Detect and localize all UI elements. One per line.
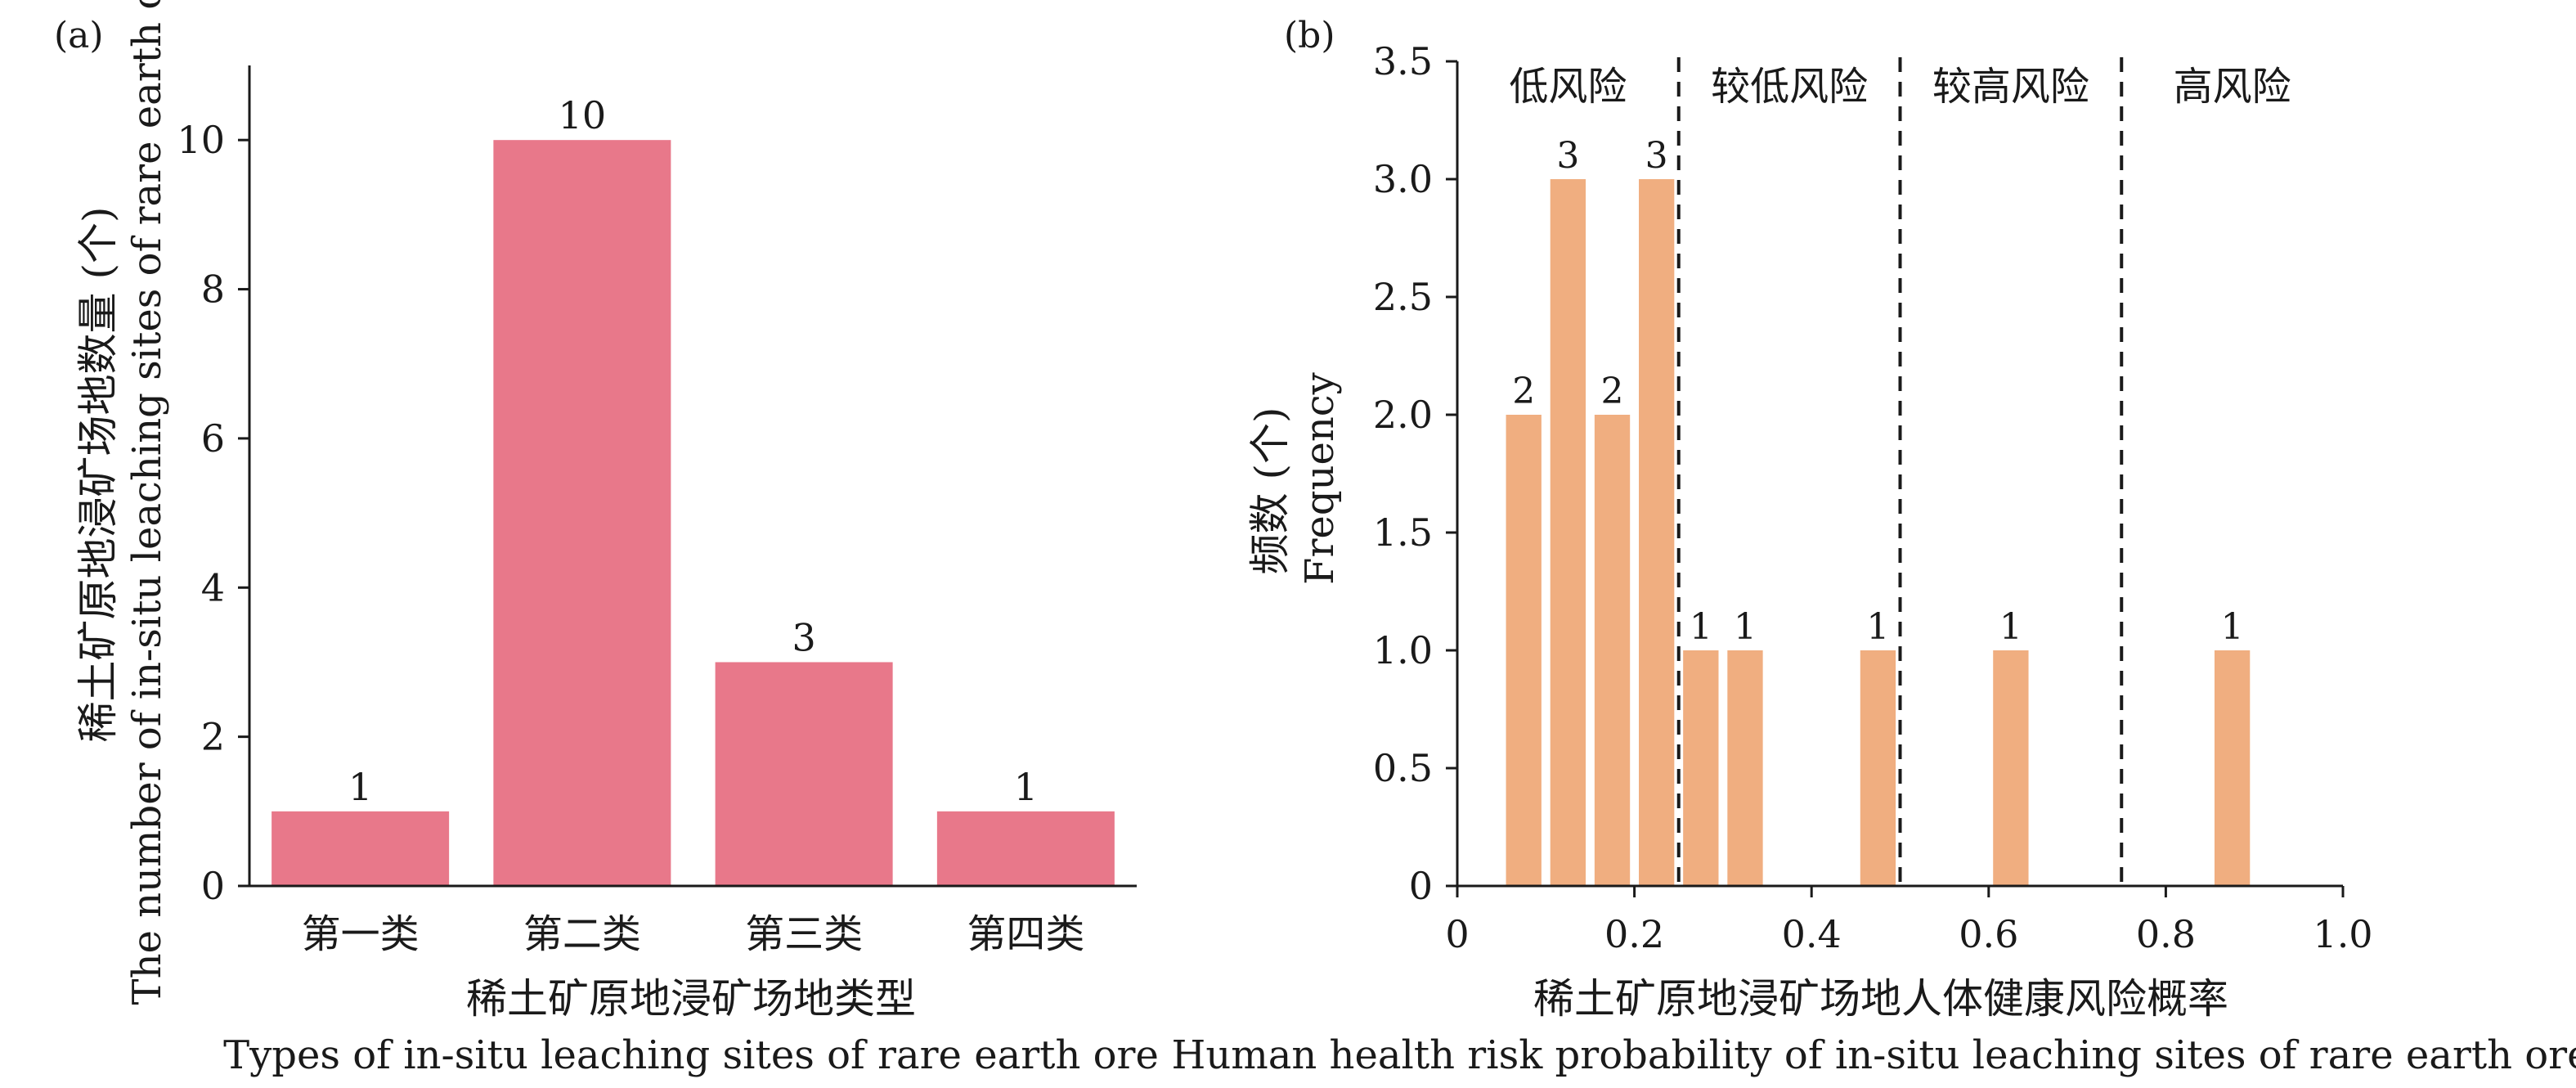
hist-bar-5 [1683, 650, 1719, 886]
y-tick-label-0: 0 [201, 864, 225, 908]
y-tick-label-5: 10 [177, 118, 225, 162]
hist-bar-label-3: 2 [1601, 371, 1624, 412]
hist-bar-4 [1639, 179, 1675, 886]
panel-b-threshold-lines [1676, 57, 2124, 886]
b-x-tick-label-3: 0.6 [1959, 912, 2018, 956]
hist-bar-6 [1727, 650, 1763, 886]
panel-a-xlabel-en: Types of in-situ leaching sites of rare … [223, 1032, 1159, 1078]
b-y-tick-label-5: 2.5 [1373, 275, 1433, 319]
x-tick-label-3: 第三类 [745, 911, 863, 957]
panel-a-label: (a) [54, 15, 104, 56]
panel-a-ylabel: 稀土矿原地浸矿场地数量 (个) [74, 207, 122, 743]
b-y-tick-label-2: 1.0 [1373, 628, 1433, 672]
b-x-tick-label-4: 0.8 [2136, 912, 2196, 956]
hist-bar-9 [2214, 650, 2251, 886]
panel-b-ylabel: 频数 (个) [1246, 407, 1294, 575]
b-y-tick-label-7: 3.5 [1373, 39, 1433, 83]
y-tick-label-2: 4 [201, 565, 225, 609]
panel-a-xlabel: 稀土矿原地浸矿场地类型 [466, 975, 916, 1023]
hist-bar-label-7: 1 [1866, 606, 1889, 648]
bar-1 [272, 811, 450, 886]
panel-b-y-ticks: 0 0.5 1.0 1.5 2.0 2.5 3.0 3.5 [1373, 39, 1457, 908]
hist-bar-1 [1506, 415, 1542, 886]
panel-a-bars [272, 140, 1115, 886]
panel-b-ylabel-en: Frequency [1297, 372, 1343, 585]
bar-label-3: 3 [792, 615, 815, 659]
hist-bar-8 [1993, 650, 2029, 886]
bar-2 [493, 140, 671, 886]
x-tick-label-1: 第一类 [302, 911, 420, 957]
hist-bar-2 [1550, 179, 1586, 886]
panel-a: (a) 1 10 3 1 0 2 4 6 8 10 第一类 第二类 第三类 第四类 稀土矿原地浸矿场地… [54, 0, 1159, 1078]
b-y-tick-label-6: 3.0 [1373, 157, 1433, 201]
hist-bar-7 [1860, 650, 1896, 886]
x-tick-label-2: 第二类 [523, 911, 641, 957]
panel-b-xlabel: 稀土矿原地浸矿场地人体健康风险概率 [1533, 975, 2228, 1023]
bar-label-4: 1 [1014, 765, 1038, 809]
y-tick-label-1: 2 [201, 715, 225, 759]
hist-bar-label-9: 1 [2221, 606, 2244, 648]
region-label-4: 高风险 [2174, 64, 2291, 110]
panel-a-y-ticks: 0 2 4 6 8 10 [177, 118, 249, 908]
hist-bar-3 [1594, 415, 1631, 886]
hist-bar-label-4: 3 [1645, 135, 1668, 177]
y-tick-label-4: 8 [201, 268, 225, 312]
hist-bar-label-1: 2 [1512, 371, 1535, 412]
panel-b-xlabel-en: Human health risk probability of in-situ… [1171, 1032, 2576, 1078]
panel-b-label: (b) [1284, 15, 1335, 56]
b-y-tick-label-4: 2.0 [1373, 393, 1433, 437]
panel-a-x-ticks: 第一类 第二类 第三类 第四类 [302, 911, 1085, 957]
region-label-3: 较高风险 [1932, 64, 2089, 110]
hist-bar-label-2: 3 [1556, 135, 1579, 177]
x-tick-label-4: 第四类 [967, 911, 1084, 957]
panel-b-x-ticks: 0 0.2 0.4 0.6 0.8 1.0 [1445, 886, 2373, 956]
region-label-1: 低风险 [1509, 64, 1627, 110]
y-tick-label-3: 6 [201, 416, 225, 461]
b-y-tick-label-3: 1.5 [1373, 510, 1433, 555]
b-y-tick-label-0: 0 [1409, 864, 1433, 908]
region-label-2: 较低风险 [1711, 64, 1868, 110]
bar-3 [715, 662, 893, 886]
hist-bar-label-8: 1 [1999, 606, 2022, 648]
bar-4 [936, 811, 1115, 886]
b-x-tick-label-1: 0.2 [1604, 912, 1664, 956]
bar-label-1: 1 [348, 765, 372, 809]
b-x-tick-label-2: 0.4 [1782, 912, 1842, 956]
b-x-tick-label-5: 1.0 [2313, 912, 2372, 956]
panel-b-region-labels: 低风险 较低风险 较高风险 高风险 [1509, 64, 2291, 110]
b-y-tick-label-1: 0.5 [1373, 746, 1433, 790]
panel-a-bar-labels: 1 10 3 1 [348, 93, 1038, 809]
bar-label-2: 10 [559, 93, 607, 137]
hist-bar-label-5: 1 [1690, 606, 1712, 648]
panel-b-bars [1506, 179, 2251, 886]
hist-bar-label-6: 1 [1734, 606, 1757, 648]
panel-a-ylabel-en: The number of in-situ leaching sites of … [124, 0, 170, 1005]
b-x-tick-label-0: 0 [1445, 912, 1469, 956]
